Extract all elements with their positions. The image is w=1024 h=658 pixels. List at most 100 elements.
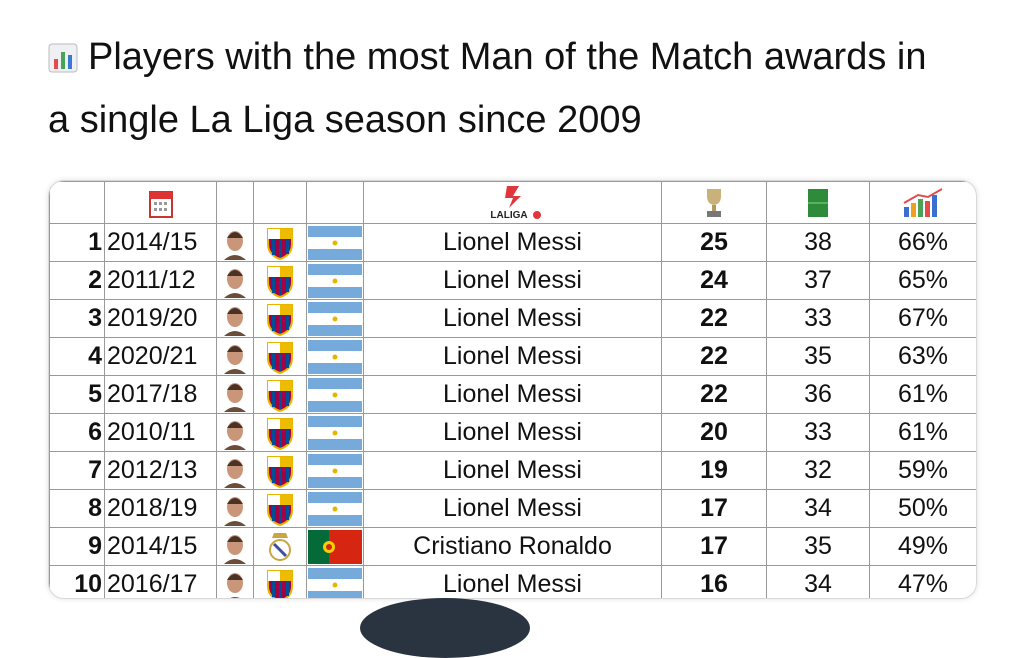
background-figure bbox=[360, 598, 530, 658]
table-row: 4 2020/21 Lionel Messi 22 35 63% bbox=[49, 337, 976, 376]
table-row: 7 2012/13 Lionel Messi 19 32 59% bbox=[49, 451, 976, 490]
table-row: 5 2017/18 Lionel Messi 22 36 61% bbox=[49, 375, 976, 414]
season-cell: 2018/19 bbox=[104, 489, 217, 528]
motm-cell: 19 bbox=[661, 451, 767, 490]
season-cell: 2019/20 bbox=[104, 299, 217, 338]
player-photo bbox=[216, 261, 254, 300]
country-flag bbox=[306, 527, 364, 566]
percent-cell: 66% bbox=[869, 223, 976, 262]
table-card: LALIGA 1 2014/15 Lionel Messi 25 38 66% 2 2011/… bbox=[48, 180, 977, 599]
motm-cell: 22 bbox=[661, 375, 767, 414]
table-row: 10 2016/17 Lionel Messi 16 34 47% bbox=[49, 565, 976, 598]
table-row: 1 2014/15 Lionel Messi 25 38 66% bbox=[49, 223, 976, 262]
logo-text: LALIGA bbox=[490, 210, 527, 221]
season-cell: 2014/15 bbox=[104, 527, 217, 566]
stats-icon bbox=[869, 181, 976, 224]
pitch-icon bbox=[766, 181, 870, 224]
player-cell: Lionel Messi bbox=[363, 299, 662, 338]
season-cell: 2011/12 bbox=[104, 261, 217, 300]
rank-cell: 1 bbox=[49, 223, 105, 262]
rank-cell: 3 bbox=[49, 299, 105, 338]
matches-cell: 34 bbox=[766, 489, 870, 528]
country-flag bbox=[306, 565, 364, 598]
rank-cell: 4 bbox=[49, 337, 105, 376]
percent-cell: 49% bbox=[869, 527, 976, 566]
season-cell: 2010/11 bbox=[104, 413, 217, 452]
player-cell: Lionel Messi bbox=[363, 565, 662, 598]
club-crest bbox=[253, 299, 307, 338]
player-photo bbox=[216, 299, 254, 338]
laliga-logo: LALIGA bbox=[363, 181, 662, 224]
matches-cell: 37 bbox=[766, 261, 870, 300]
rank-cell: 9 bbox=[49, 527, 105, 566]
country-flag bbox=[306, 223, 364, 262]
club-crest bbox=[253, 527, 307, 566]
percent-cell: 65% bbox=[869, 261, 976, 300]
header-row: LALIGA bbox=[49, 181, 976, 224]
country-flag bbox=[306, 375, 364, 414]
club-crest bbox=[253, 261, 307, 300]
chart-emoji bbox=[48, 43, 78, 73]
player-cell: Lionel Messi bbox=[363, 261, 662, 300]
page: Players with the most Man of the Match a… bbox=[48, 36, 977, 658]
player-cell: Cristiano Ronaldo bbox=[363, 527, 662, 566]
season-cell: 2017/18 bbox=[104, 375, 217, 414]
matches-cell: 33 bbox=[766, 413, 870, 452]
table-row: 6 2010/11 Lionel Messi 20 33 61% bbox=[49, 413, 976, 452]
table-row: 8 2018/19 Lionel Messi 17 34 50% bbox=[49, 489, 976, 528]
rank-cell: 5 bbox=[49, 375, 105, 414]
percent-cell: 61% bbox=[869, 375, 976, 414]
club-crest bbox=[253, 451, 307, 490]
player-photo bbox=[216, 223, 254, 262]
table-row: 3 2019/20 Lionel Messi 22 33 67% bbox=[49, 299, 976, 338]
player-cell: Lionel Messi bbox=[363, 489, 662, 528]
rank-cell: 6 bbox=[49, 413, 105, 452]
player-cell: Lionel Messi bbox=[363, 413, 662, 452]
percent-cell: 47% bbox=[869, 565, 976, 598]
matches-cell: 36 bbox=[766, 375, 870, 414]
country-flag bbox=[306, 489, 364, 528]
matches-cell: 34 bbox=[766, 565, 870, 598]
table-row: 2 2011/12 Lionel Messi 24 37 65% bbox=[49, 261, 976, 300]
player-photo bbox=[216, 375, 254, 414]
header-cell bbox=[49, 181, 105, 224]
rank-cell: 2 bbox=[49, 261, 105, 300]
country-flag bbox=[306, 261, 364, 300]
player-cell: Lionel Messi bbox=[363, 223, 662, 262]
motm-cell: 17 bbox=[661, 489, 767, 528]
table-row: 9 2014/15 Cristiano Ronaldo 17 35 49% bbox=[49, 527, 976, 566]
motm-cell: 20 bbox=[661, 413, 767, 452]
player-cell: Lionel Messi bbox=[363, 375, 662, 414]
country-flag bbox=[306, 337, 364, 376]
season-cell: 2016/17 bbox=[104, 565, 217, 598]
percent-cell: 59% bbox=[869, 451, 976, 490]
rank-cell: 7 bbox=[49, 451, 105, 490]
club-crest bbox=[253, 413, 307, 452]
motm-cell: 25 bbox=[661, 223, 767, 262]
club-crest bbox=[253, 375, 307, 414]
player-cell: Lionel Messi bbox=[363, 451, 662, 490]
player-photo bbox=[216, 489, 254, 528]
percent-cell: 63% bbox=[869, 337, 976, 376]
header-cell bbox=[216, 181, 254, 224]
player-cell: Lionel Messi bbox=[363, 337, 662, 376]
player-photo bbox=[216, 565, 254, 598]
club-crest bbox=[253, 489, 307, 528]
country-flag bbox=[306, 451, 364, 490]
club-crest bbox=[253, 337, 307, 376]
player-photo bbox=[216, 413, 254, 452]
matches-cell: 38 bbox=[766, 223, 870, 262]
matches-cell: 35 bbox=[766, 527, 870, 566]
rank-cell: 8 bbox=[49, 489, 105, 528]
season-cell: 2020/21 bbox=[104, 337, 217, 376]
table: LALIGA 1 2014/15 Lionel Messi 25 38 66% 2 2011/… bbox=[49, 181, 976, 598]
player-photo bbox=[216, 527, 254, 566]
header-cell bbox=[253, 181, 307, 224]
motm-cell: 16 bbox=[661, 565, 767, 598]
club-crest bbox=[253, 223, 307, 262]
motm-cell: 22 bbox=[661, 299, 767, 338]
motm-cell: 22 bbox=[661, 337, 767, 376]
country-flag bbox=[306, 299, 364, 338]
calendar-icon bbox=[104, 181, 217, 224]
player-photo bbox=[216, 337, 254, 376]
